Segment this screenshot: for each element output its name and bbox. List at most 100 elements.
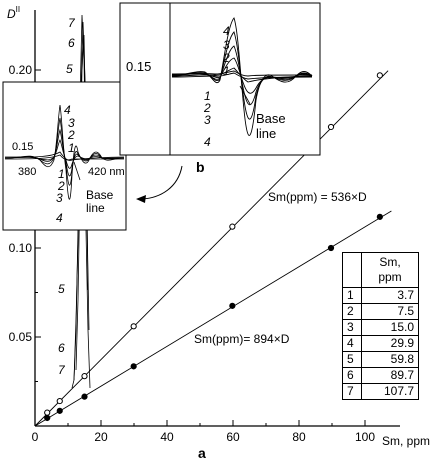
inset-right-label-3-low: 3 [204,113,211,127]
spike-label-6-low: 6 [58,341,65,355]
inset-left-x-start: 380 [18,166,36,178]
legend-row-value: 7.5 [361,303,419,320]
legend-row: 4 29.9 [342,335,419,352]
data-point-filled [327,244,335,252]
legend-row: 3 15.0 [342,319,419,336]
legend-row: 5 59.8 [342,351,419,368]
legend-row-number: 5 [342,351,362,368]
legend-row: 6 89.7 [342,367,419,384]
spike-curve-labels: 7 6 5 5 6 7 [58,16,76,377]
x-tick-label: 60 [226,430,240,444]
y-tick-label: 0.10 [9,241,33,255]
data-points [44,72,383,422]
inset-left-label-4: 4 [64,103,71,117]
legend-header-line2: ppm [378,270,402,284]
x-tick-label: 0 [32,430,39,444]
equation-lower: Sm(ppm)= 894×D [194,332,290,346]
inset-left-label-1: 1 [68,141,75,155]
inset-link-arrowhead [136,195,146,203]
data-point-open [81,373,88,380]
data-point-open [44,409,51,416]
y-axis-label-base: D [7,7,16,21]
legend-header: Sm, ppm [361,252,419,288]
legend-row-value: 107.7 [361,383,419,400]
inset-right-curve-labels: 4 3 2 1 1 2 3 4 [203,24,230,149]
inset-right-label-3: 3 [223,38,230,52]
legend-header-blank [342,252,362,288]
legend-row: 2 7.5 [342,303,419,320]
inset-right-ytick: 0.15 [126,59,151,74]
panel-label-b: b [196,159,205,175]
x-axis-label: Sm, ppm [382,434,430,448]
inset-left-label-2-low: 2 [57,179,65,193]
legend-header-row: Sm, ppm [342,252,419,288]
inset-left-ytick: 0.15 [12,141,33,153]
data-point-filled [81,393,88,400]
data-point-filled [229,302,236,309]
inset-link-arrow [141,165,183,200]
inset-right-baseline-1: Base [256,111,286,126]
inset-right-label-4-low: 4 [204,135,211,149]
inset-left-label-3-low: 3 [56,191,63,205]
legend-row-number: 2 [342,303,362,320]
legend-row-value: 3.7 [361,287,419,304]
spike-label-7-low: 7 [58,363,66,377]
panel-label-a: a [198,445,206,461]
x-tick-label: 40 [160,430,174,444]
legend-row-value: 29.9 [361,335,419,352]
legend-row-number: 1 [342,287,362,304]
data-point-open [376,72,383,79]
data-point-open [130,323,137,330]
inset-right-label-4: 4 [223,24,230,38]
legend-row-number: 6 [342,367,362,384]
spike-label-6: 6 [68,36,75,50]
legend-row-number: 7 [342,383,362,400]
spike-label-5: 5 [66,62,73,76]
legend-row-value: 59.8 [361,351,419,368]
x-ticks: 0 20 40 60 80 100 [32,420,375,444]
inset-left-baseline-1: Base [86,188,114,202]
x-tick-label: 80 [292,430,306,444]
inset-left-x-end: 420 nm [88,166,125,178]
inset-left-baseline-pointer [73,161,81,181]
equation-upper: Sm(ppm) = 536×D [268,190,367,204]
x-tick-label: 100 [355,430,375,444]
y-axis-label: DII [7,5,20,21]
inset-right: 0.15 4 3 2 1 1 2 3 4 Base line [119,2,321,156]
inset-left-curves [4,104,125,200]
inset-right-baseline-2: line [256,126,276,141]
legend-row-value: 15.0 [361,319,419,336]
inset-right-label-1: 1 [223,64,230,78]
data-point-filled [130,363,137,370]
inset-right-curves [171,17,313,136]
legend-row: 7 107.7 [342,383,419,400]
inset-left-label-3: 3 [68,116,75,130]
spike-label-5-low: 5 [58,282,65,296]
y-axis-label-sup: II [16,5,20,14]
fit-line [34,70,389,427]
y-tick-label: 0.05 [9,330,33,344]
inset-left: 0.15 4 3 2 1 1 2 3 4 380 420 nm Base lin… [2,81,127,231]
inset-left-label-4-low: 4 [56,211,63,225]
y-tick-label: 0.20 [9,63,33,77]
inset-right-label-2-low: 2 [203,101,211,115]
data-point-open [56,397,63,405]
legend-row-value: 89.7 [361,367,419,384]
data-point-open [327,123,335,131]
legend-row: 1 3.7 [342,287,419,304]
inset-right-baseline-pointer [239,85,251,105]
data-point-filled [376,213,383,220]
legend-row-number: 3 [342,319,362,336]
data-point-open [229,223,236,230]
inset-left-curve-labels: 4 3 2 1 1 2 3 4 [56,103,75,225]
legend-header-line1: Sm, [379,255,401,269]
inset-left-label-2: 2 [67,128,75,142]
data-point-filled [56,407,63,414]
x-tick-label: 20 [94,430,108,444]
inset-left-baseline-2: line [86,201,105,215]
legend-row-number: 4 [342,335,362,352]
sm-legend-table: Sm, ppm 1 3.7 2 7.5 3 15.0 4 29.9 5 59.8 6 89.7… [342,252,419,400]
spike-label-7: 7 [68,16,76,30]
inset-left-label-1-low: 1 [58,167,65,181]
